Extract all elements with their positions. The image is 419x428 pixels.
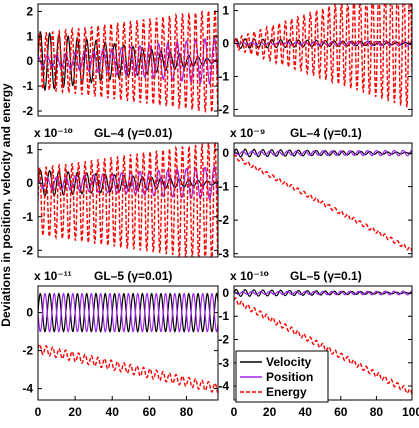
x-tick-label: 0 [231, 405, 238, 419]
panel-scale-label: x 10⁻¹¹ [34, 269, 72, 283]
series-line-velocity [38, 292, 218, 333]
panel-title: GL–5 (γ=0.01) [94, 269, 172, 283]
y-tick-label: -3 [218, 247, 229, 261]
series-line-velocity [234, 288, 412, 297]
series-line-energy [234, 154, 412, 252]
series-line-energy [234, 4, 412, 108]
panel-1: -2 -1 0 1 2 [22, 3, 219, 118]
panel-title: GL–4 (γ=0.01) [94, 126, 172, 140]
y-tick-label: -2 [22, 104, 33, 118]
y-tick-label: -1 [22, 79, 33, 93]
legend-label-position: Position [266, 370, 313, 384]
y-tick-label: -1 [218, 69, 229, 83]
axes-frame [37, 3, 219, 117]
series-line-position [234, 40, 412, 47]
y-tick-label: 0 [222, 146, 229, 160]
y-tick-label: 0 [26, 306, 33, 320]
y-tick-label: 1 [222, 4, 229, 18]
y-tick-label: -1 [22, 210, 33, 224]
x-tick-label: 80 [370, 405, 384, 419]
axes-frame [37, 142, 219, 258]
panel-2: -2 -1 0 1 [218, 3, 413, 117]
series-line-position [234, 149, 412, 157]
axes-frame [233, 3, 413, 117]
x-tick-label: 0 [35, 405, 42, 419]
y-tick-label: -1 [218, 309, 229, 323]
x-tick-label: 100 [402, 405, 419, 419]
x-tick-label: 60 [143, 405, 157, 419]
axes-frame [37, 285, 219, 401]
panel-3: -2 -1 0 1x 10⁻¹⁰ GL–4 (γ=0.01) [22, 126, 219, 258]
y-tick-label: -2 [218, 102, 229, 116]
panel-title: GL–5 (γ=0.1) [290, 269, 362, 283]
panel-scale-label: x 10⁻⁹ [230, 126, 265, 140]
y-tick-label: -2 [218, 333, 229, 347]
y-tick-label: 2 [26, 4, 33, 18]
y-tick-label: 0 [222, 37, 229, 51]
y-tick-label: -2 [22, 243, 33, 257]
panel-6: -4 -3 -2 -1 0 0 20 40 60 80 100 x 10⁻¹⁰ GL–5 (γ=0.1) [218, 269, 419, 419]
panel-4: -3 -2 -1 0x 10⁻⁹ GL–4 (γ=0.1) [218, 126, 413, 261]
x-tick-label: 60 [334, 405, 348, 419]
y-tick-label: -1 [218, 180, 229, 194]
panel-5: -4 -2 0 0 20 40 60 80 x 10⁻¹¹ GL–5 (γ=0.01) [22, 269, 219, 419]
y-tick-label: -2 [218, 213, 229, 227]
series-line-energy [234, 297, 412, 395]
series-line-velocity [234, 38, 412, 49]
figure-y-axis-label: Deviations in position, velocity and ene… [0, 83, 13, 327]
panel-scale-label: x 10⁻¹⁰ [34, 126, 73, 140]
series-line-energy [38, 143, 218, 257]
axes-frame [233, 142, 413, 258]
series-line-position [234, 290, 412, 296]
y-tick-label: -4 [22, 382, 33, 396]
y-tick-label: 1 [26, 29, 33, 43]
legend-label-energy: Energy [266, 385, 307, 399]
y-tick-label: -4 [218, 379, 229, 393]
x-tick-label: 80 [180, 405, 194, 419]
panel-scale-label: x 10⁻¹⁰ [230, 269, 269, 283]
y-tick-label: -3 [218, 356, 229, 370]
series-line-energy [38, 8, 218, 115]
panel-title: GL–4 (γ=0.1) [290, 126, 362, 140]
x-tick-label: 20 [68, 405, 82, 419]
series-line-position [38, 292, 218, 333]
x-tick-label: 40 [106, 405, 120, 419]
y-tick-label: 1 [26, 143, 33, 157]
y-tick-label: 0 [222, 286, 229, 300]
y-tick-label: 0 [26, 54, 33, 68]
series-line-energy [38, 343, 218, 394]
x-tick-label: 20 [263, 405, 277, 419]
y-tick-label: -2 [22, 344, 33, 358]
x-tick-label: 40 [299, 405, 313, 419]
legend-label-velocity: Velocity [266, 355, 312, 369]
y-tick-label: 0 [26, 176, 33, 190]
